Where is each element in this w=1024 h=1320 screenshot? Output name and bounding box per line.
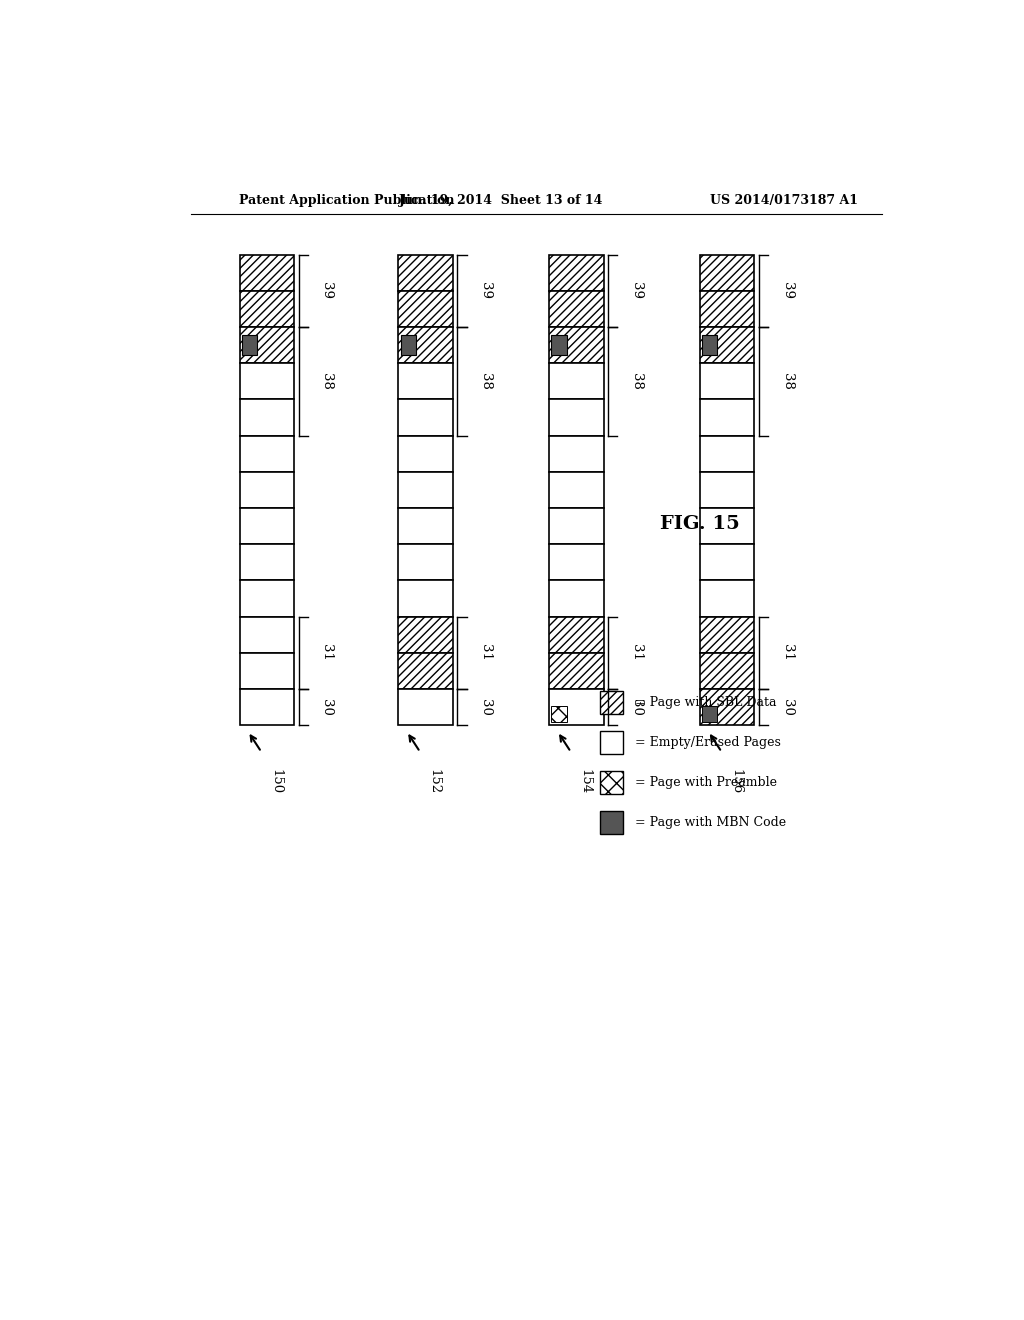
Bar <box>240 255 294 290</box>
Bar <box>549 255 603 290</box>
Bar <box>700 290 755 327</box>
Bar <box>600 810 624 834</box>
Bar <box>702 335 718 355</box>
Bar <box>700 255 755 290</box>
Text: Patent Application Publication: Patent Application Publication <box>240 194 455 207</box>
Bar <box>549 616 603 653</box>
Bar <box>398 616 453 653</box>
Bar <box>400 335 416 355</box>
Bar <box>549 689 603 725</box>
Bar <box>398 581 453 616</box>
Text: 30: 30 <box>780 698 794 715</box>
Bar <box>240 400 294 436</box>
Bar <box>398 471 453 508</box>
Bar <box>700 616 755 653</box>
Text: 39: 39 <box>780 282 794 300</box>
Bar <box>700 327 755 363</box>
Text: 38: 38 <box>321 372 334 389</box>
Bar <box>700 400 755 436</box>
Bar <box>600 731 624 754</box>
Bar <box>700 471 755 508</box>
Bar <box>700 436 755 471</box>
Text: 31: 31 <box>630 644 643 661</box>
Bar <box>549 653 603 689</box>
Bar <box>700 689 755 725</box>
Bar <box>240 581 294 616</box>
Bar <box>702 706 718 722</box>
Bar <box>240 327 294 363</box>
Bar <box>549 327 603 363</box>
Bar <box>700 581 755 616</box>
Text: 30: 30 <box>321 698 334 715</box>
Bar <box>240 544 294 581</box>
Bar <box>552 335 566 355</box>
Text: 39: 39 <box>321 282 334 300</box>
Text: 39: 39 <box>479 282 493 300</box>
Bar <box>398 363 453 400</box>
Bar <box>240 471 294 508</box>
Bar <box>549 508 603 544</box>
Bar <box>240 689 294 725</box>
Bar <box>398 436 453 471</box>
Text: 152: 152 <box>428 770 441 795</box>
Text: 38: 38 <box>780 372 794 389</box>
Bar <box>240 653 294 689</box>
Bar <box>549 544 603 581</box>
Text: = Page with SBL Data: = Page with SBL Data <box>635 696 776 709</box>
Text: 156: 156 <box>729 770 742 795</box>
Text: = Empty/Erased Pages: = Empty/Erased Pages <box>635 735 781 748</box>
Bar <box>700 363 755 400</box>
Bar <box>549 471 603 508</box>
Bar <box>398 327 453 363</box>
Text: 150: 150 <box>269 770 283 795</box>
Text: 30: 30 <box>479 698 493 715</box>
Bar <box>240 616 294 653</box>
Bar <box>549 400 603 436</box>
Bar <box>398 653 453 689</box>
Text: FIG. 15: FIG. 15 <box>659 515 739 533</box>
Text: 154: 154 <box>579 770 592 795</box>
Bar <box>398 508 453 544</box>
Bar <box>398 400 453 436</box>
Text: 31: 31 <box>321 644 334 661</box>
Bar <box>398 255 453 290</box>
Bar <box>600 690 624 714</box>
Bar <box>240 508 294 544</box>
Text: = Page with Preamble: = Page with Preamble <box>635 776 777 789</box>
Bar <box>240 290 294 327</box>
Bar <box>552 706 566 722</box>
Bar <box>242 335 257 355</box>
Text: = Page with MBN Code: = Page with MBN Code <box>635 816 786 829</box>
Text: US 2014/0173187 A1: US 2014/0173187 A1 <box>710 194 858 207</box>
Text: 31: 31 <box>479 644 493 661</box>
Bar <box>398 689 453 725</box>
Bar <box>549 581 603 616</box>
Bar <box>600 771 624 793</box>
Bar <box>398 290 453 327</box>
Bar <box>700 508 755 544</box>
Text: Jun. 19, 2014  Sheet 13 of 14: Jun. 19, 2014 Sheet 13 of 14 <box>398 194 603 207</box>
Text: 39: 39 <box>630 282 643 300</box>
Bar <box>398 544 453 581</box>
Bar <box>700 544 755 581</box>
Bar <box>549 436 603 471</box>
Text: 30: 30 <box>630 698 643 715</box>
Bar <box>700 653 755 689</box>
Text: 38: 38 <box>479 372 493 389</box>
Bar <box>240 436 294 471</box>
Bar <box>549 290 603 327</box>
Text: 31: 31 <box>780 644 794 661</box>
Bar <box>240 363 294 400</box>
Text: 38: 38 <box>630 372 643 389</box>
Bar <box>549 363 603 400</box>
